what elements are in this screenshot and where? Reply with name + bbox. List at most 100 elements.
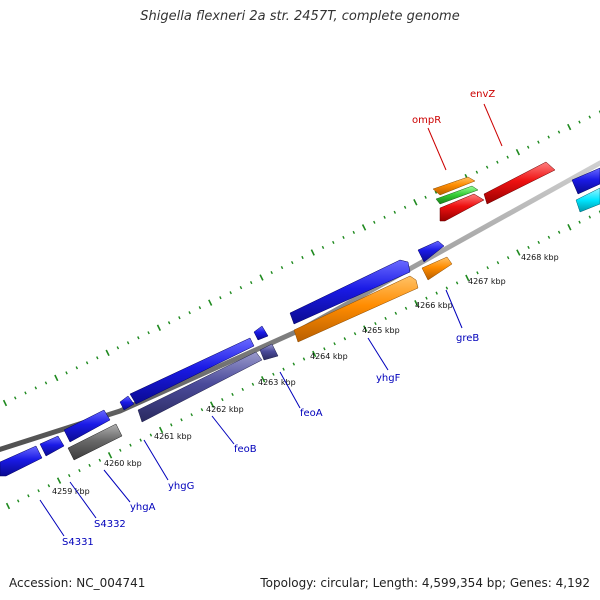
gene-feature-ompR-orange[interactable] [432, 176, 476, 196]
gene-label-ompR[interactable]: ompR [412, 115, 441, 126]
gene-feature-S4331[interactable] [0, 445, 43, 477]
leader-ompR [427, 127, 447, 171]
inner-tick [374, 321, 377, 326]
leader-feoB [211, 415, 235, 445]
outer-tick [547, 135, 550, 139]
inner-tick [149, 433, 153, 437]
inner-tick [241, 387, 245, 392]
inner-tick [272, 372, 275, 376]
outer-tick-row [2, 110, 600, 407]
outer-tick [270, 270, 273, 275]
gene-label-feoB[interactable]: feoB [234, 444, 257, 455]
inner-tick [323, 347, 326, 351]
gene-feature-yhgA-gray[interactable] [67, 423, 123, 461]
inner-tick [231, 392, 234, 397]
inner-tick [158, 426, 164, 434]
inner-tick [567, 223, 572, 231]
gene-label-greB[interactable]: greB [456, 333, 479, 344]
accession-label: Accession: NC_004741 [9, 576, 146, 590]
outer-tick [496, 160, 499, 164]
gene-feature-green[interactable] [435, 185, 479, 205]
inner-tick [282, 367, 285, 371]
outer-tick [65, 371, 68, 375]
outer-tick [85, 361, 89, 365]
gene-feature-yhgF-orange[interactable] [293, 275, 419, 343]
inner-tick [200, 408, 204, 412]
leader-S4331 [39, 499, 65, 537]
leader-envZ [483, 103, 503, 147]
inner-tick [414, 300, 419, 307]
gene-feature-yhgF[interactable] [289, 259, 411, 325]
outer-tick [239, 285, 243, 290]
gene-label-envZ[interactable]: envZ [470, 89, 495, 100]
inner-tick [435, 291, 438, 295]
inner-tick [107, 452, 113, 459]
inner-tick [476, 271, 479, 275]
inner-tick [455, 281, 459, 285]
outer-tick [578, 120, 581, 124]
inner-tick [516, 249, 521, 256]
gene-feature-right-blue[interactable] [571, 167, 600, 195]
inner-tick [465, 274, 470, 282]
gene-feature-feoB-slate[interactable] [137, 351, 263, 423]
inner-tick [27, 494, 30, 498]
inner-tick [5, 502, 11, 510]
gene-feature-yhgA[interactable] [63, 409, 111, 443]
gene-feature-greB-blue[interactable] [417, 240, 445, 263]
gene-label-yhgF[interactable]: yhgF [376, 373, 401, 384]
outer-tick [126, 341, 130, 345]
inner-tick [302, 357, 306, 361]
gene-feature-greB[interactable] [421, 256, 453, 281]
inner-tick [547, 235, 551, 239]
gene-label-yhgA[interactable]: yhgA [130, 502, 156, 513]
scale-label-4259: 4259 kbp [52, 487, 90, 496]
outer-tick [280, 265, 284, 270]
inner-tick [394, 311, 398, 315]
outer-tick [178, 316, 181, 320]
outer-tick [44, 381, 48, 385]
gene-feature-ompR[interactable] [439, 193, 485, 222]
inner-tick [47, 484, 51, 488]
gene-label-S4332[interactable]: S4332 [94, 519, 126, 530]
outer-tick [434, 190, 438, 194]
outer-tick [167, 321, 171, 325]
outer-tick [485, 165, 489, 169]
inner-tick [343, 337, 347, 341]
outer-tick [373, 220, 376, 224]
inner-tick [527, 245, 530, 250]
gene-feature-yhgG[interactable] [119, 395, 135, 411]
outer-tick [13, 396, 17, 400]
gene-feature-feoB[interactable] [129, 337, 255, 405]
inner-tick [170, 423, 173, 427]
outer-tick [34, 386, 38, 390]
outer-tick [208, 299, 213, 306]
outer-tick [156, 324, 162, 331]
leader-S4332 [69, 481, 97, 519]
scale-label-4267: 4267 kbp [468, 277, 506, 286]
outer-tick [259, 274, 264, 281]
gene-label-feoA[interactable]: feoA [300, 408, 323, 419]
gene-label-S4331[interactable]: S4331 [62, 537, 94, 548]
inner-tick [404, 306, 408, 310]
map-title: Shigella flexneri 2a str. 2457T, complet… [140, 9, 460, 24]
outer-tick [361, 224, 367, 231]
scale-label-4261: 4261 kbp [154, 432, 192, 441]
gene-feature-right-cyan[interactable] [575, 187, 600, 213]
outer-tick [557, 130, 561, 134]
outer-tick [515, 148, 521, 156]
inner-tick [78, 468, 81, 473]
gene-feature-S4332[interactable] [39, 435, 65, 457]
outer-tick [567, 123, 572, 131]
inner-tick [506, 256, 510, 260]
gene-label-yhgG[interactable]: yhgG [168, 481, 194, 492]
gene-feature-envZ[interactable] [483, 161, 556, 205]
leader-feoA [279, 371, 301, 409]
outer-tick [506, 155, 509, 159]
inner-tick [88, 463, 91, 468]
gene-feature-feoA-blue[interactable] [253, 325, 269, 341]
gene-feature-feoA[interactable] [259, 343, 279, 361]
leader-yhgF [367, 337, 389, 371]
outer-tick [332, 240, 335, 245]
scale-labels: 4259 kbp 4260 kbp 4261 kbp 4262 kbp 4263… [52, 253, 559, 496]
